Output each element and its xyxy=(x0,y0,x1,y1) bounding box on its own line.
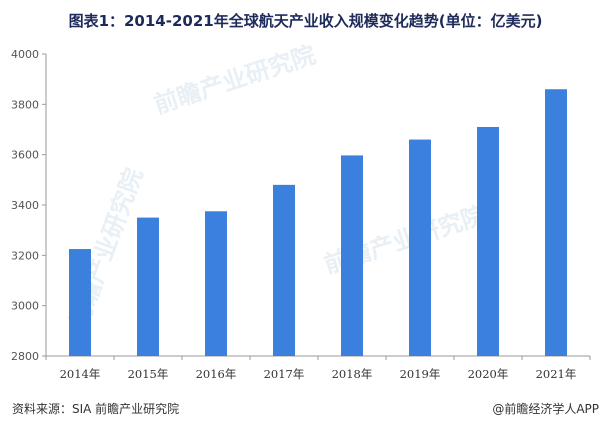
x-tick-label: 2016年 xyxy=(196,367,237,381)
credit-note: @前瞻经济学人APP xyxy=(492,402,599,416)
x-tick-label: 2015年 xyxy=(128,367,169,381)
bar-2016年 xyxy=(205,211,227,356)
source-note: 资料来源：SIA 前瞻产业研究院 xyxy=(12,402,180,416)
x-tick-label: 2021年 xyxy=(536,367,577,381)
bar-2015年 xyxy=(137,217,159,356)
bar-2019年 xyxy=(409,139,431,356)
bar-2021年 xyxy=(545,89,567,356)
axes xyxy=(42,53,591,360)
x-tick-label: 2014年 xyxy=(60,367,101,381)
bar-2014年 xyxy=(69,249,91,356)
y-tick-label: 2800 xyxy=(11,350,39,363)
bar-2018年 xyxy=(341,155,363,356)
bar-2020年 xyxy=(477,126,499,356)
tick-labels: 2800 3000 3200 3400 3600 3800 4000 2014年 2015年 20… xyxy=(11,48,576,381)
x-tick-label: 2020年 xyxy=(468,367,509,381)
bar-chart: 2800 3000 3200 3400 3600 3800 4000 2014年 2015年 20… xyxy=(11,48,591,381)
y-tick-label: 3600 xyxy=(11,149,39,162)
bars xyxy=(69,89,567,356)
x-tick-label: 2019年 xyxy=(400,367,441,381)
y-tick-label: 3000 xyxy=(11,300,39,313)
x-tick-label: 2018年 xyxy=(332,367,373,381)
y-tick-label: 3200 xyxy=(11,249,39,262)
bar-2017年 xyxy=(273,184,295,356)
y-tick-label: 3800 xyxy=(11,98,39,111)
y-tick-label: 3400 xyxy=(11,199,39,212)
y-tick-label: 4000 xyxy=(11,48,39,61)
x-tick-label: 2017年 xyxy=(264,367,305,381)
chart-title: 图表1：2014-2021年全球航天产业收入规模变化趋势(单位：亿美元) xyxy=(68,12,543,30)
